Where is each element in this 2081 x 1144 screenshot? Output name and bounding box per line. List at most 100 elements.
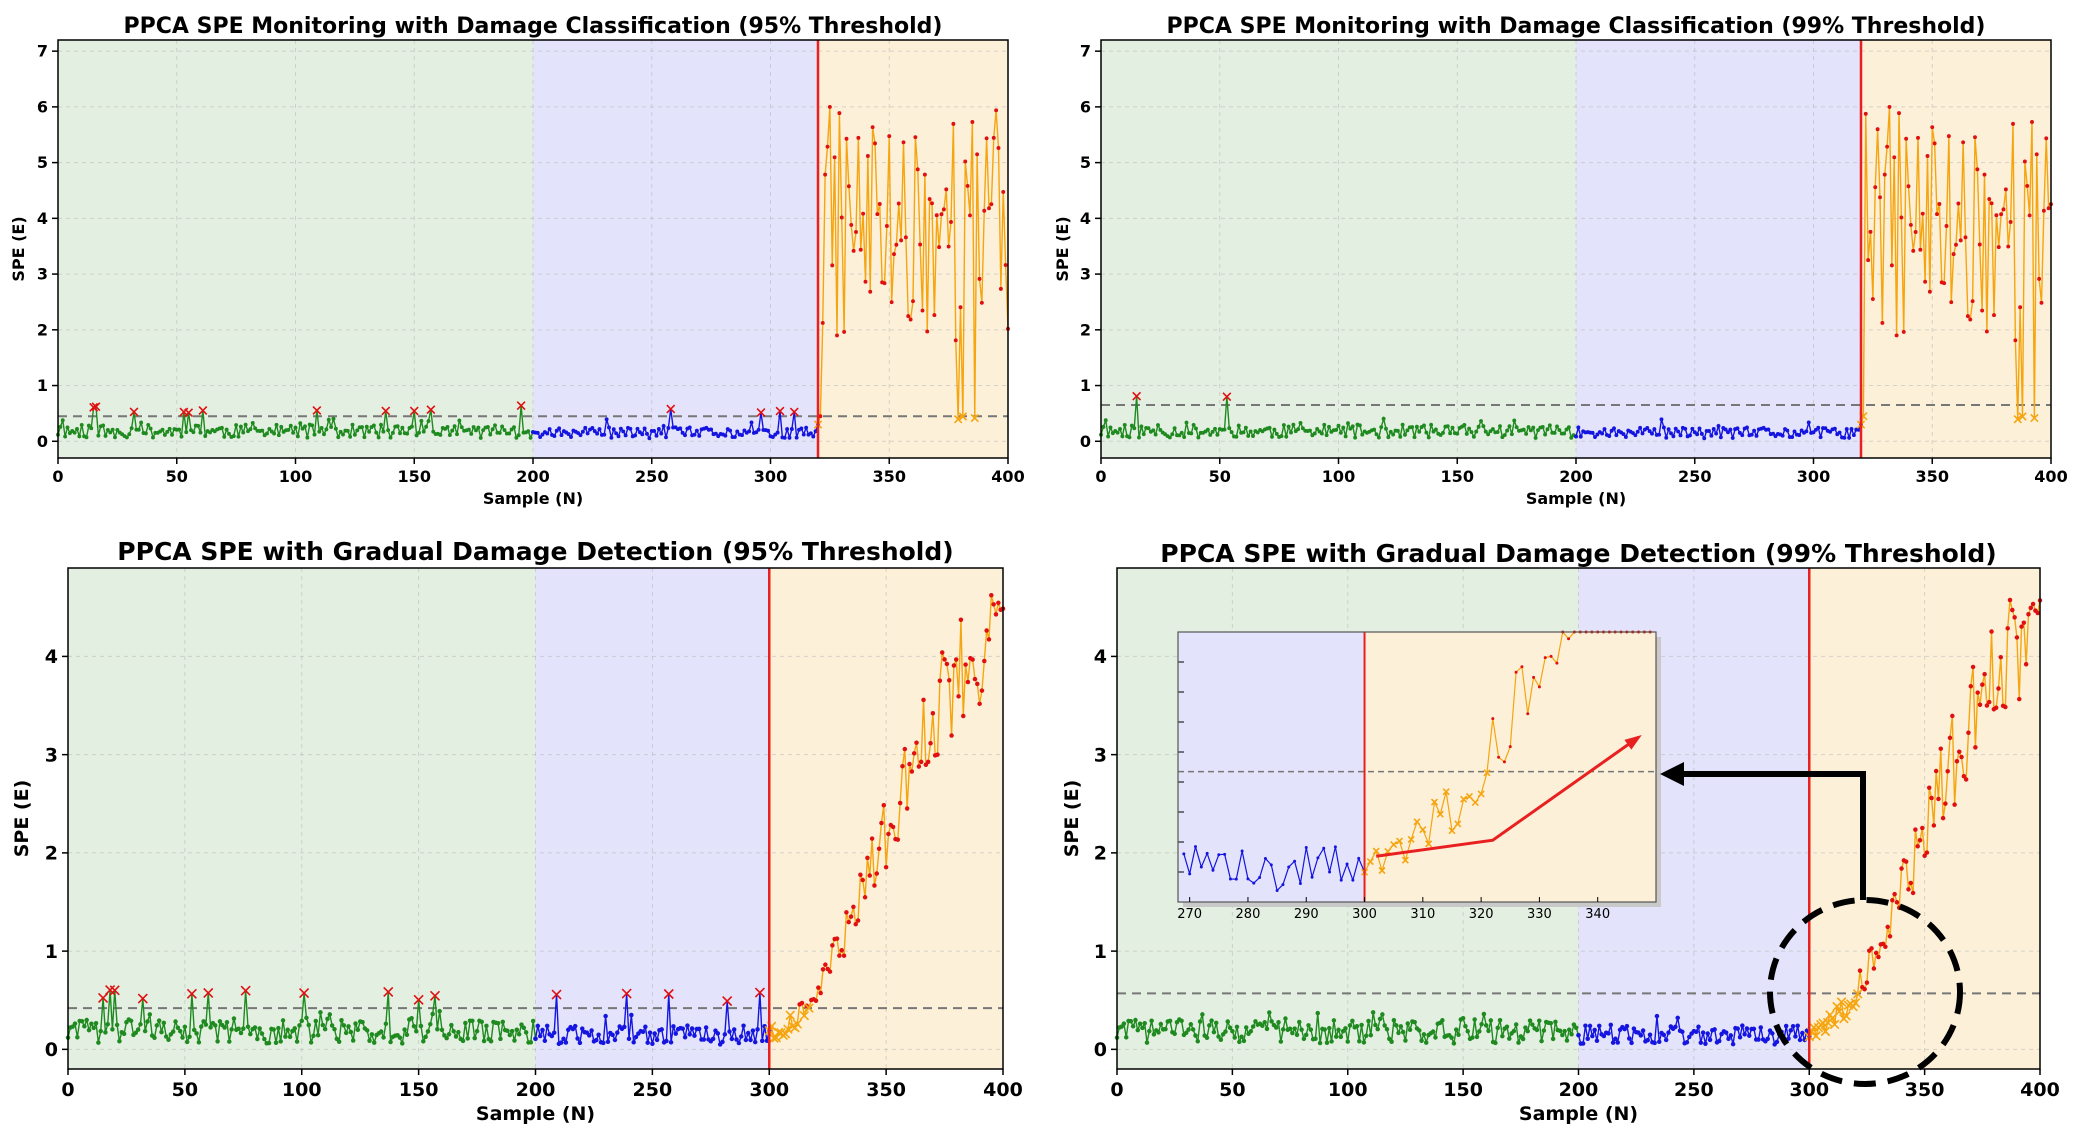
healthy-point <box>184 430 189 435</box>
damage-point <box>1857 968 1863 973</box>
inset-intermediate-point <box>1258 876 1262 880</box>
alarm-markers <box>89 401 799 418</box>
healthy-point <box>497 430 502 435</box>
damage-point <box>1940 815 1946 821</box>
chart-title: PPCA SPE with Gradual Damage Detection (… <box>1160 539 1996 568</box>
intermediate-point <box>1770 1031 1775 1036</box>
alarm-marker <box>754 987 765 998</box>
healthy-point <box>507 431 512 436</box>
healthy-point <box>1276 1019 1281 1025</box>
intermediate-point <box>1650 431 1654 436</box>
damage-point <box>958 617 964 622</box>
intermediate-point <box>743 1037 749 1043</box>
x-tick-label: 0 <box>61 1079 74 1101</box>
intermediate-point <box>618 426 623 431</box>
inset-intermediate-point <box>1199 865 1203 869</box>
damage-point <box>1885 924 1890 930</box>
healthy-point <box>219 425 224 430</box>
healthy-point <box>1115 430 1120 435</box>
healthy-point <box>1481 1011 1487 1017</box>
intermediate-point <box>1621 432 1626 437</box>
healthy-point <box>203 1022 209 1027</box>
x-axis-label: Sample (N) <box>476 1103 595 1125</box>
intermediate-point <box>1687 1034 1692 1040</box>
intermediate-point <box>1673 1024 1678 1030</box>
intermediate-point <box>645 1040 650 1045</box>
intermediate-point <box>1726 1036 1731 1042</box>
healthy-point <box>1389 1039 1394 1045</box>
healthy-point <box>1322 422 1327 427</box>
healthy-point <box>1375 1026 1380 1032</box>
damage-point <box>977 701 982 707</box>
healthy-point <box>1400 1029 1406 1035</box>
inset-intermediate-point <box>1246 877 1250 881</box>
intermediate-point <box>1790 435 1795 440</box>
damage-point <box>1938 746 1944 751</box>
healthy-point <box>179 434 184 439</box>
grid-lines <box>1100 40 2052 458</box>
healthy-point <box>1177 433 1182 438</box>
intermediate-point <box>1752 428 1757 433</box>
alarm-marker <box>383 986 394 997</box>
damage-point <box>889 300 894 305</box>
healthy-point <box>1562 1028 1567 1034</box>
x-tick-label: 150 <box>1443 1079 1483 1101</box>
alarm-marker <box>413 994 424 1005</box>
healthy-point <box>1450 425 1455 430</box>
healthy-point <box>1567 1027 1572 1033</box>
damage-point <box>1950 713 1955 719</box>
damage-point <box>2022 159 2027 164</box>
intermediate-point <box>1654 1013 1660 1019</box>
inset-intermediate-point <box>1304 846 1308 850</box>
damage-point <box>1915 844 1920 849</box>
healthy-point <box>395 424 400 429</box>
healthy-point <box>79 1018 85 1024</box>
healthy-point <box>348 434 353 439</box>
intermediate-point <box>652 1031 657 1036</box>
intermediate-point <box>1587 1023 1593 1029</box>
healthy-point <box>1372 427 1377 432</box>
healthy-point <box>75 1035 80 1040</box>
healthy-point <box>152 1035 157 1041</box>
healthy-point <box>439 1027 445 1033</box>
intermediate-point <box>775 430 780 435</box>
healthy-point <box>463 1020 468 1026</box>
intermediate-point <box>645 431 649 436</box>
healthy-point <box>1334 427 1339 432</box>
damage-point <box>1908 222 1913 227</box>
inset-damage-point <box>1555 661 1559 665</box>
healthy-point <box>1403 432 1407 437</box>
damage-point <box>1924 850 1930 855</box>
healthy-point <box>1243 1025 1249 1030</box>
zoom-callout-arrow <box>1680 771 1866 900</box>
healthy-point <box>89 426 94 431</box>
healthy-point <box>1483 1023 1489 1028</box>
healthy-point <box>139 420 144 425</box>
damage-point <box>1836 997 1847 1007</box>
y-tick-label: 4 <box>1094 646 1107 668</box>
intermediate-point <box>1683 426 1688 431</box>
healthy-series <box>65 989 538 1046</box>
inset-damage-point <box>1508 745 1512 749</box>
damage-point <box>1003 263 1008 267</box>
damage-point <box>979 300 984 305</box>
healthy-point <box>1531 425 1536 430</box>
damage-point <box>989 593 994 598</box>
healthy-point <box>1343 434 1348 439</box>
intermediate-point <box>1702 436 1707 441</box>
intermediate-point <box>787 435 792 440</box>
intermediate-point <box>535 430 540 435</box>
healthy-point <box>1236 423 1241 428</box>
damage-point <box>2018 305 2023 310</box>
healthy-point <box>208 430 212 435</box>
intermediate-point <box>692 432 697 437</box>
damage-point <box>844 136 849 141</box>
healthy-point <box>1264 1026 1270 1032</box>
healthy-point <box>374 430 379 435</box>
damage-point <box>1935 212 1939 217</box>
damage-point <box>1945 768 1950 774</box>
panel-top-right: 0 50 100 150 200 250 300 350 400 0 1 2 3 4 5 6 7 PPCA S… <box>1053 14 2068 508</box>
intermediate-point <box>580 1026 585 1031</box>
inset-x-tick-label: 320 <box>1469 907 1494 922</box>
healthy-point <box>70 1024 75 1029</box>
